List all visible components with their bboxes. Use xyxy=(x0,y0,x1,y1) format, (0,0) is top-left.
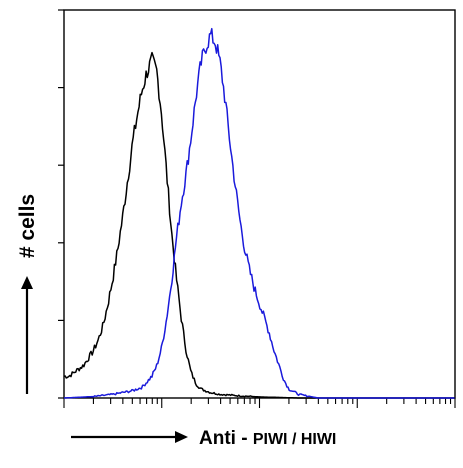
histogram-series-2 xyxy=(63,27,455,399)
x-axis-arrow-head xyxy=(175,431,188,443)
x-axis-label-prefix: Anti - xyxy=(199,428,253,449)
series-layer xyxy=(63,27,455,399)
y-axis-label-group: # cells xyxy=(16,194,39,394)
plot-border xyxy=(63,9,456,399)
y-axis-label: # cells xyxy=(16,194,39,258)
plot-frame xyxy=(63,9,456,399)
x-axis-ticks xyxy=(63,398,456,408)
x-axis-label-target: PIWI / HIWI xyxy=(253,431,337,448)
y-axis-arrow-head xyxy=(21,276,33,289)
y-axis-ticks xyxy=(58,9,64,399)
x-axis-label: Anti - PIWI / HIWI xyxy=(199,428,336,449)
histogram-series-1 xyxy=(63,51,455,399)
x-axis-label-group: Anti - PIWI / HIWI xyxy=(71,428,336,449)
